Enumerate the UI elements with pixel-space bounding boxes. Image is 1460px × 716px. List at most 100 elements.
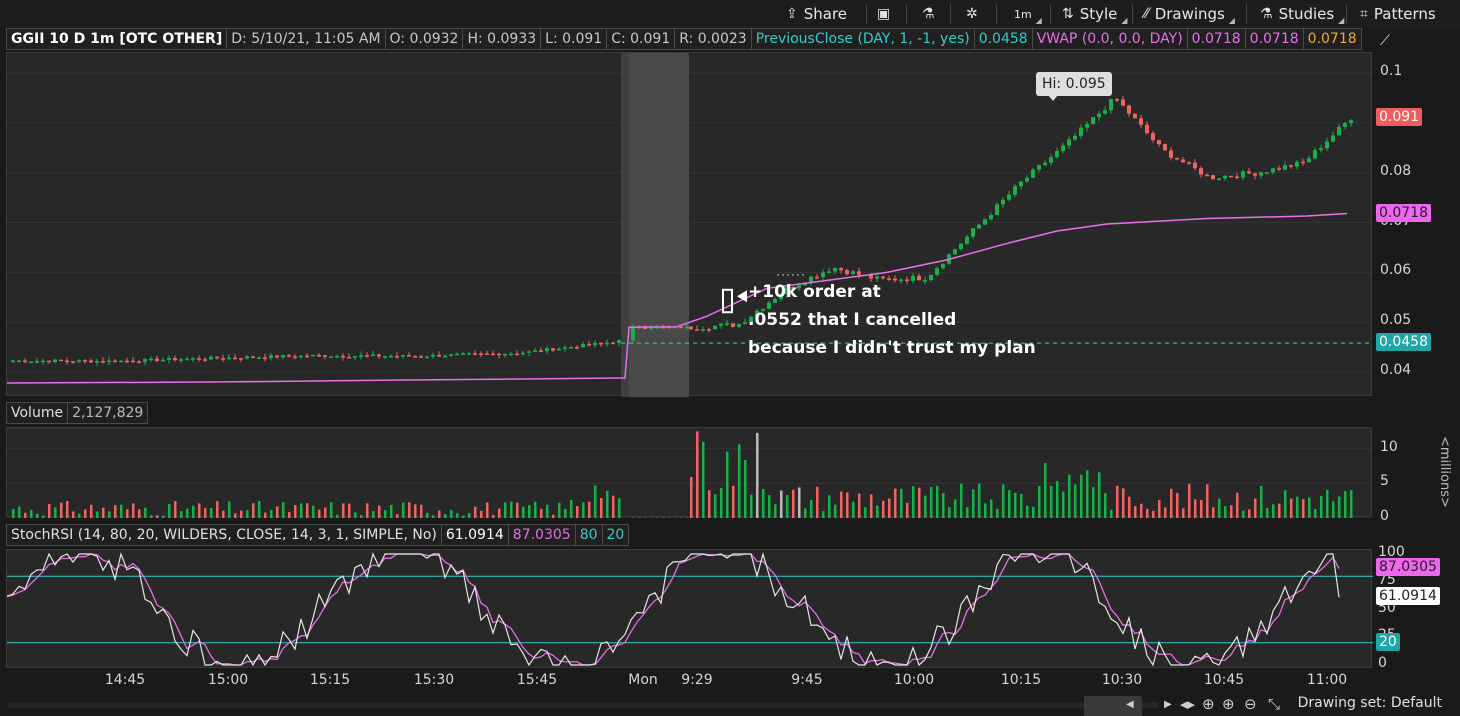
candle-body	[989, 215, 993, 220]
volume-bar	[1152, 510, 1155, 518]
candle-body	[587, 343, 591, 346]
candle-body	[1121, 99, 1125, 106]
volume-bar	[528, 505, 531, 518]
pan-icon[interactable]: ⤡	[1268, 695, 1281, 713]
studies-button[interactable]: ⚗ Studies ◢	[1260, 5, 1345, 25]
volume-bar	[588, 501, 591, 518]
order-annotation[interactable]: +10k order at .0552 that I cancelled bec…	[748, 278, 1068, 362]
stoch-d-badge: 87.0305	[1376, 558, 1440, 577]
candle-body	[1325, 141, 1329, 149]
candle-body	[1307, 158, 1311, 163]
volume-bar	[858, 493, 861, 518]
volume-bar	[438, 510, 441, 518]
candle-body	[731, 323, 735, 328]
zoom-out-icon[interactable]: ⊖	[1244, 695, 1257, 713]
volume-bar	[1044, 462, 1047, 518]
patterns-button[interactable]: ⌗ Patterns	[1360, 5, 1436, 23]
crosshair-icon[interactable]: ⊕	[1202, 695, 1215, 713]
zoom-in-icon[interactable]: ⊕	[1222, 695, 1235, 713]
volume-bar	[426, 512, 429, 518]
candle-body	[1349, 120, 1353, 124]
volume-bar	[510, 501, 513, 518]
candle-body	[491, 353, 495, 356]
volume-bar	[546, 504, 549, 518]
volume-bar	[1224, 506, 1227, 518]
flask-button[interactable]: ⚗	[922, 3, 935, 25]
candle-body	[1301, 161, 1305, 164]
volume-bar	[1194, 499, 1197, 518]
volume-bar	[1320, 495, 1323, 518]
price-pane[interactable]	[6, 52, 1373, 397]
vwap-upper-value: 0.0718	[1244, 28, 1303, 50]
volume-bar	[1344, 491, 1347, 518]
scroll-left-icon[interactable]: ◀	[1126, 699, 1134, 710]
volume-bar	[786, 495, 789, 518]
candle-body	[755, 310, 759, 317]
volume-bar	[306, 503, 309, 518]
patterns-icon: ⌗	[1360, 6, 1368, 22]
stoch-title[interactable]: StochRSI (14, 80, 20, WILDERS, CLOSE, 14…	[6, 524, 441, 546]
volume-bar	[1182, 508, 1185, 518]
style-button[interactable]: ⇅ Style ◢	[1062, 5, 1128, 25]
volume-bar	[1338, 496, 1341, 518]
expand-icon[interactable]: ◂▸	[1180, 695, 1196, 713]
candle-body	[1061, 145, 1065, 151]
high-value: H: 0.0933	[462, 28, 541, 50]
candle-body	[1241, 171, 1245, 178]
candle-body	[1229, 175, 1233, 178]
volume-bar	[1176, 493, 1179, 518]
share-button[interactable]: ⇪ Share	[786, 5, 848, 23]
volume-bar	[750, 494, 753, 518]
volume-bar	[66, 501, 69, 518]
volume-bar	[1062, 491, 1065, 518]
candle-body	[959, 243, 963, 250]
volume-bar	[102, 507, 105, 518]
timeframe-button[interactable]: 1m ◢	[1014, 7, 1042, 26]
snapshot-button[interactable]: ▣	[877, 3, 890, 25]
candle-body	[1073, 135, 1077, 140]
candle-body	[851, 271, 855, 275]
drawing-set-label[interactable]: Drawing set: Default	[1297, 695, 1442, 711]
candle-body	[1079, 127, 1083, 136]
volume-bar	[702, 441, 705, 518]
symbol-label[interactable]: GGII 10 D 1m [OTC OTHER]	[6, 28, 227, 50]
candle-body	[869, 274, 873, 279]
candle-body	[1259, 172, 1263, 176]
volume-bar	[1128, 496, 1131, 518]
scrollbar-thumb[interactable]	[1084, 696, 1142, 716]
volume-bar	[1140, 503, 1143, 518]
candle-body	[425, 356, 429, 359]
prev-close-study[interactable]: PreviousClose (DAY, 1, -1, yes)	[750, 28, 974, 50]
vwap-study[interactable]: VWAP (0.0, 0.0, DAY)	[1031, 28, 1187, 50]
candle-body	[101, 361, 105, 363]
volume-bar	[408, 502, 411, 518]
volume-bar	[798, 487, 801, 518]
volume-bar	[1314, 509, 1317, 518]
chart-tools-button[interactable]: ⟋	[1380, 30, 1390, 52]
stoch-pane[interactable]	[6, 549, 1373, 668]
volume-bar	[1110, 509, 1113, 518]
volume-bar	[1308, 497, 1311, 518]
toolbar: ⇪ Share ▣ ⚗ ✲ 1m ◢ ⇅ Style ◢ ⁄⁄ Drawings…	[0, 0, 1460, 28]
volume-bar	[1068, 474, 1071, 518]
candle-body	[1151, 133, 1155, 141]
volume-bar	[1002, 484, 1005, 518]
scroll-right-icon[interactable]: ▶	[1164, 699, 1172, 710]
candle-body	[809, 276, 813, 284]
volume-bar	[372, 511, 375, 518]
volume-bar	[240, 510, 243, 518]
volume-bar	[1230, 505, 1233, 518]
drawings-button[interactable]: ⁄⁄ Drawings ◢	[1144, 5, 1235, 25]
volume-title[interactable]: Volume	[6, 402, 68, 424]
candle-body	[605, 342, 609, 345]
candle-body	[1067, 139, 1071, 146]
time-scrollbar[interactable]	[8, 696, 1158, 716]
candle-body	[569, 347, 573, 349]
settings-button[interactable]: ✲	[966, 3, 978, 25]
volume-bar	[450, 510, 453, 518]
candle-body	[845, 270, 849, 275]
candle-body	[527, 351, 531, 353]
candle-body	[643, 327, 647, 330]
volume-pane[interactable]	[6, 427, 1373, 519]
candle-body	[983, 219, 987, 225]
